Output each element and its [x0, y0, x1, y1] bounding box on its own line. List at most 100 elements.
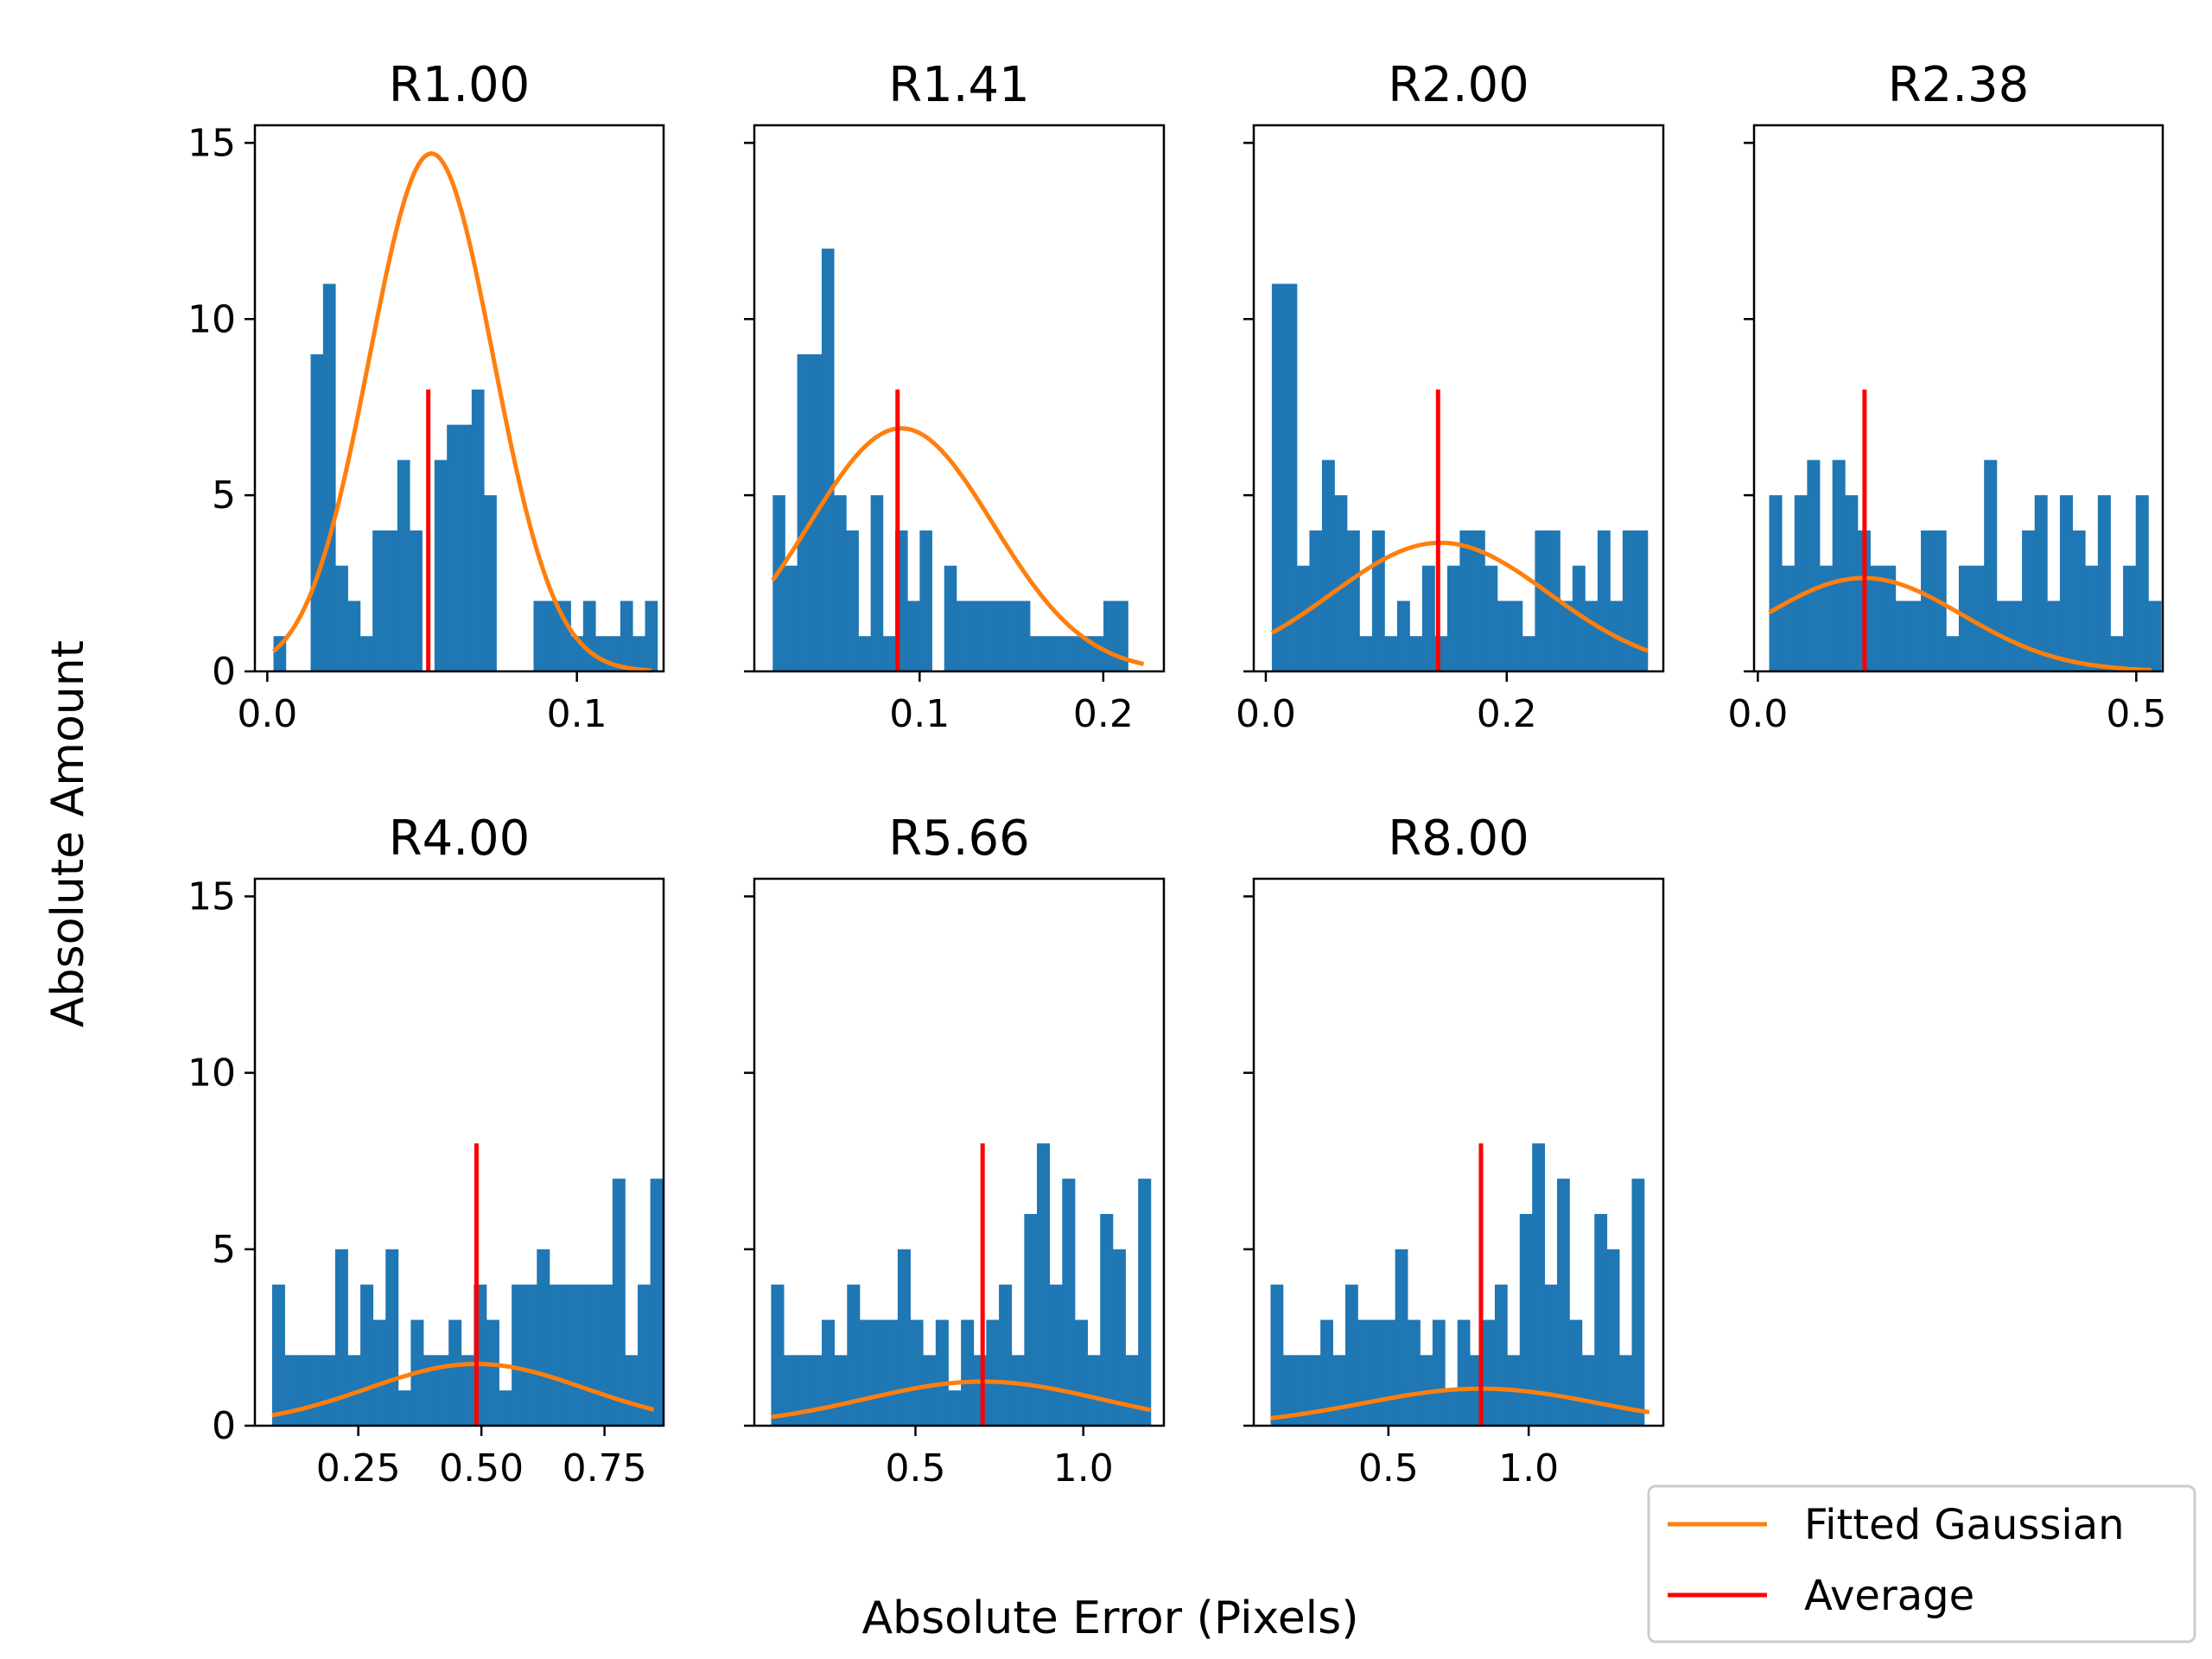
histogram-bar	[1037, 1143, 1051, 1426]
histogram-bar	[785, 565, 798, 671]
x-tick-label: 0.0	[1727, 692, 1788, 736]
histogram-bar	[1395, 1249, 1408, 1426]
y-tick-label: 0	[212, 650, 236, 694]
histogram-bar	[1845, 495, 1859, 671]
subplot-title: R5.66	[888, 810, 1030, 867]
histogram-bar	[1396, 601, 1410, 671]
axes-frame	[1752, 124, 2164, 673]
histogram-bar	[448, 1319, 462, 1426]
histogram-bar	[284, 1355, 298, 1426]
histogram-bar	[1484, 565, 1498, 671]
histogram-bar	[1535, 530, 1548, 671]
histogram-bar	[1409, 636, 1423, 671]
histogram-bar	[1100, 1213, 1114, 1426]
axes-frame	[1252, 124, 1665, 673]
x-tick-label: 0.0	[1236, 692, 1296, 736]
histogram-bar	[1585, 601, 1599, 671]
histogram-bar	[461, 1355, 474, 1426]
subplot-r1-00: 0 5 10 15 0.0 0.1 R1.00	[188, 57, 665, 736]
histogram-bar	[1446, 565, 1460, 671]
histogram-bar	[385, 530, 398, 671]
histogram-bar	[549, 1284, 563, 1426]
histogram-bar	[1594, 1213, 1608, 1426]
histogram-bar	[784, 1355, 798, 1426]
histogram-bar	[948, 1390, 962, 1426]
histogram-bar	[1116, 601, 1128, 671]
histogram-bar	[2110, 636, 2124, 671]
histogram-bar	[1320, 1319, 1333, 1426]
histogram-bar	[1371, 530, 1385, 671]
histogram-bar	[397, 1390, 411, 1426]
histogram-bar	[1062, 1179, 1076, 1426]
histogram-bar	[1384, 636, 1398, 671]
histogram-bar	[545, 601, 559, 671]
x-tick-label: 1.0	[1053, 1446, 1114, 1491]
histogram-bar	[1921, 530, 1935, 671]
histogram-bar	[2148, 601, 2162, 671]
histogram-bar	[423, 1355, 437, 1426]
x-tick-label: 0.0	[237, 692, 297, 736]
x-tick-label: 0.2	[1073, 692, 1134, 736]
histogram-bar	[595, 636, 608, 671]
subplot-title: R2.00	[1388, 57, 1529, 113]
histogram-bar	[870, 495, 884, 671]
histogram-bar	[993, 601, 1007, 671]
histogram-bar	[846, 530, 859, 671]
subplot-title: R8.00	[1388, 810, 1529, 867]
histogram-bar	[1557, 1179, 1570, 1426]
histogram-bar	[1622, 530, 1636, 671]
axes-frame	[753, 877, 1166, 1427]
legend: Fitted Gaussian Average	[1647, 1484, 2196, 1643]
histogram-bar	[1769, 495, 1783, 671]
histogram-bar	[484, 495, 497, 671]
histogram-bar	[1494, 1284, 1508, 1426]
histogram-bar	[847, 1284, 861, 1426]
histogram-bar	[271, 1284, 285, 1426]
y-tick-label: 10	[188, 297, 236, 341]
x-tick-label: 0.5	[885, 1446, 945, 1491]
histogram-bar	[2034, 495, 2048, 671]
histogram-bar	[1307, 1355, 1321, 1426]
histogram-bar	[1572, 565, 1586, 671]
histogram-bar	[935, 1319, 949, 1426]
histogram-bar	[1359, 636, 1373, 671]
histogram-bar	[1782, 565, 1796, 671]
histogram-bar	[385, 1249, 399, 1426]
x-tick-label: 0.2	[1477, 692, 1537, 736]
histogram-bar	[1445, 1390, 1459, 1426]
histogram-bar	[1569, 1319, 1583, 1426]
histogram-bar	[1357, 1319, 1371, 1426]
histogram-bar	[885, 1319, 899, 1426]
x-tick-label: 0.50	[439, 1446, 524, 1491]
histogram-bar	[499, 1390, 512, 1426]
histogram-bar	[1547, 530, 1560, 671]
fitted-gaussian-line	[1270, 1386, 1650, 1421]
histogram-bar	[1482, 1319, 1496, 1426]
histogram-bar	[1510, 601, 1523, 671]
histogram-bar	[1309, 530, 1323, 671]
fitted-gaussian-line	[271, 151, 652, 673]
histogram-bar	[1794, 495, 1808, 671]
histogram-bar	[2097, 495, 2111, 671]
y-tick-label: 10	[188, 1052, 236, 1096]
histogram-bar	[434, 460, 448, 671]
histogram-bar	[347, 1355, 361, 1426]
histogram-bar	[1346, 530, 1360, 671]
x-tick-label: 1.0	[1498, 1446, 1559, 1491]
histogram-bar	[2085, 565, 2099, 671]
histogram-bar	[537, 1249, 550, 1426]
histogram-bar	[986, 1319, 1000, 1426]
histogram-bar	[1471, 530, 1485, 671]
histogram-bar	[999, 1284, 1013, 1426]
subplot-title: R1.00	[389, 57, 531, 113]
histogram-bar	[910, 1319, 924, 1426]
histogram-bar	[1078, 636, 1092, 671]
histogram-bar	[309, 1355, 323, 1426]
histogram-bar	[969, 601, 982, 671]
axes-frame	[253, 124, 665, 673]
histogram-bar	[435, 1355, 449, 1426]
histogram-bar	[1125, 1355, 1139, 1426]
histogram-bar	[771, 1284, 785, 1426]
histogram-bar	[822, 1319, 836, 1426]
